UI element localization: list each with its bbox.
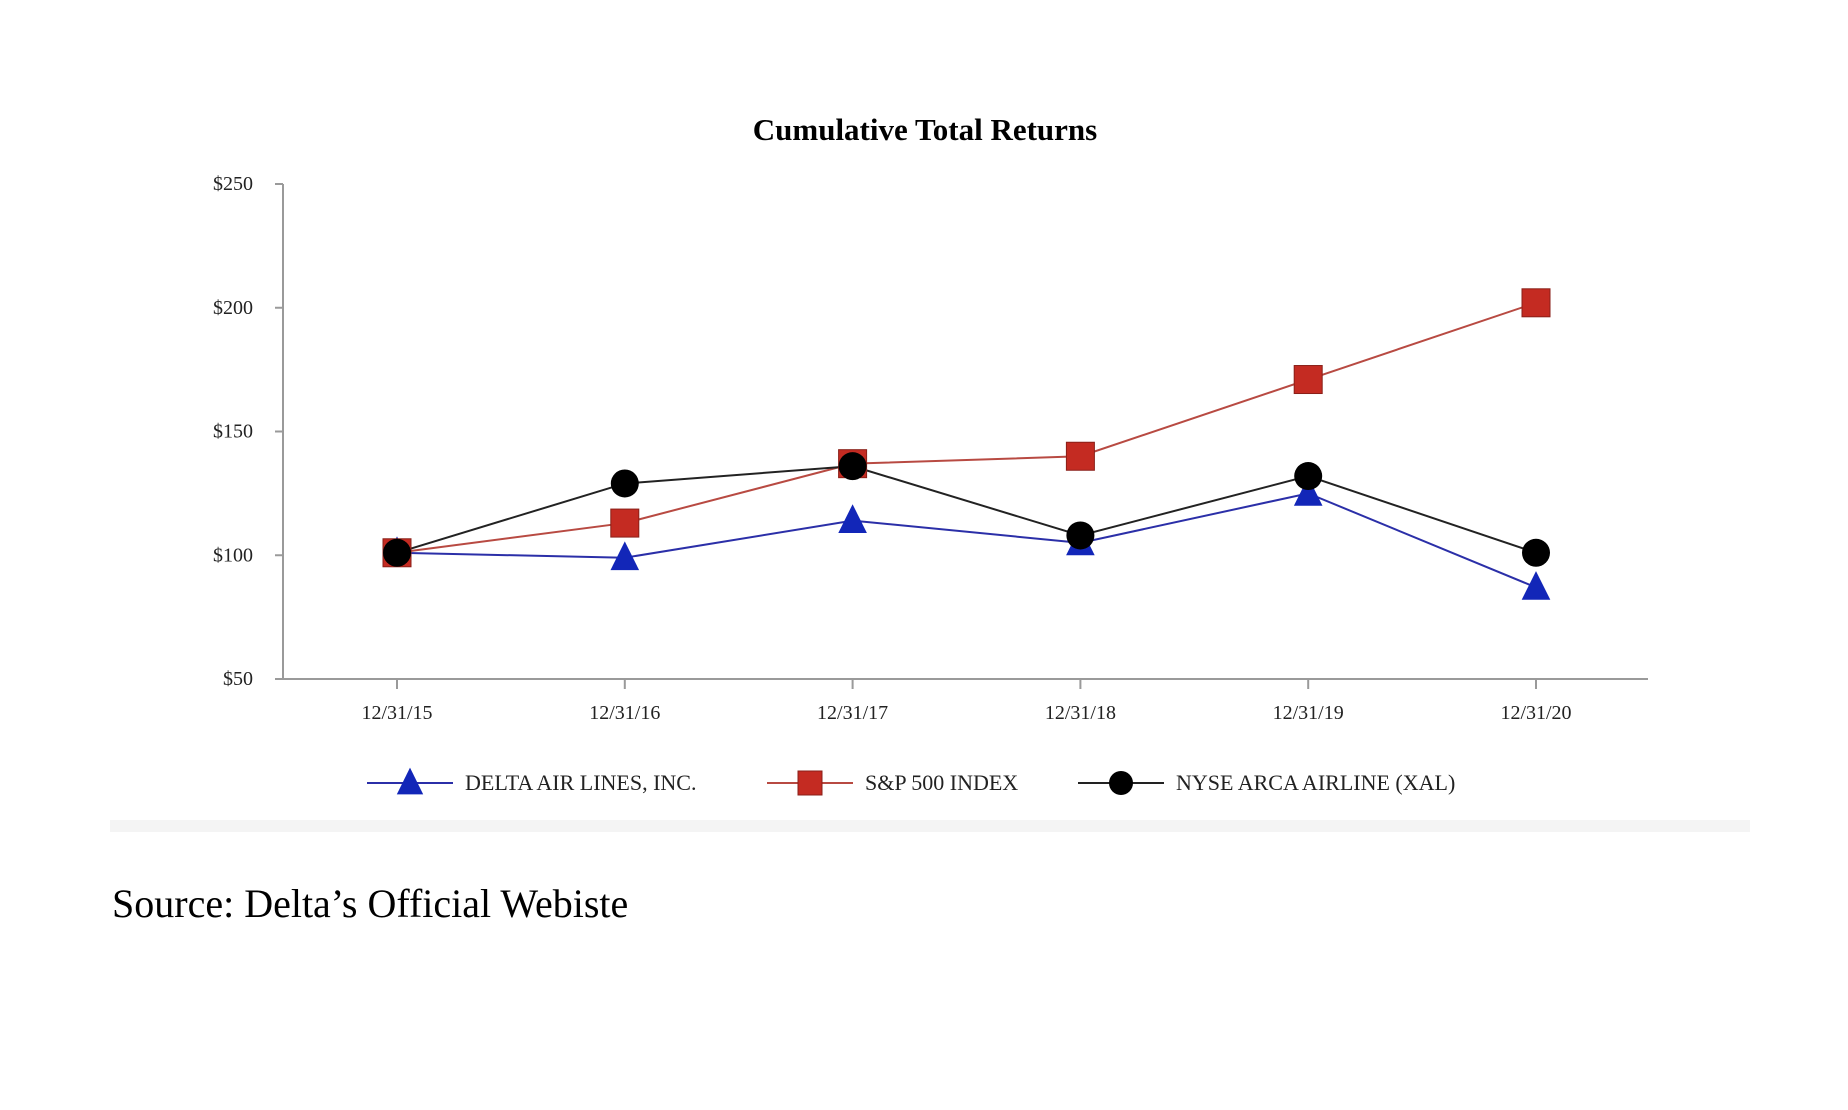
chart-background-band bbox=[110, 820, 1750, 832]
data-point-square-marker bbox=[610, 508, 640, 538]
y-tick-label: $150 bbox=[213, 421, 253, 443]
y-tick-label: $250 bbox=[213, 173, 253, 195]
y-tick-label: $50 bbox=[223, 668, 253, 690]
axes: $50 $100 $150 $200 $250 12/31/15 12/31/16 12/31… bbox=[213, 173, 1648, 724]
series-line-square bbox=[396, 301, 1537, 554]
data-point-circle-marker bbox=[1294, 462, 1323, 491]
data-point-square-marker bbox=[1065, 441, 1095, 471]
legend-square-marker bbox=[797, 770, 823, 796]
data-point-circle-marker bbox=[838, 452, 867, 481]
legend-circle-marker bbox=[1109, 771, 1133, 795]
x-tick-label: 12/31/19 bbox=[1273, 702, 1344, 724]
x-tick-label: 12/31/18 bbox=[1045, 702, 1116, 724]
legend-label: S&P 500 INDEX bbox=[865, 770, 1018, 795]
data-point-triangle-marker bbox=[1521, 571, 1551, 600]
legend: DELTA AIR LINES, INC. S&P 500 INDEX NYSE A… bbox=[367, 767, 1455, 796]
data-point-circle-marker bbox=[1522, 538, 1550, 567]
x-tick-label: 12/31/17 bbox=[817, 702, 888, 724]
series-line-triangle bbox=[396, 492, 1537, 589]
data-point-square-marker bbox=[1293, 365, 1323, 395]
data-point-square-marker bbox=[1521, 288, 1551, 318]
legend-label: NYSE ARCA AIRLINE (XAL) bbox=[1176, 770, 1455, 795]
legend-label: DELTA AIR LINES, INC. bbox=[465, 770, 696, 795]
series-markers bbox=[382, 288, 1551, 600]
x-tick-label: 12/31/16 bbox=[589, 702, 660, 724]
x-tick-label: 12/31/15 bbox=[361, 702, 432, 724]
data-point-circle-marker bbox=[383, 538, 411, 567]
data-point-triangle-marker bbox=[838, 504, 867, 533]
y-tick-label: $200 bbox=[213, 297, 253, 319]
source-note: Source: Delta’s Official Webiste bbox=[112, 881, 629, 926]
series-line-circle bbox=[396, 465, 1537, 554]
legend-triangle-marker bbox=[396, 767, 424, 795]
x-tick-label: 12/31/20 bbox=[1500, 702, 1571, 724]
y-tick-label: $100 bbox=[213, 544, 253, 566]
series-lines bbox=[396, 301, 1537, 589]
data-point-triangle-marker bbox=[1293, 477, 1323, 506]
data-point-circle-marker bbox=[610, 469, 639, 498]
chart-title: Cumulative Total Returns bbox=[753, 112, 1097, 147]
data-point-triangle-marker bbox=[610, 541, 640, 571]
data-point-circle-marker bbox=[1066, 521, 1095, 550]
